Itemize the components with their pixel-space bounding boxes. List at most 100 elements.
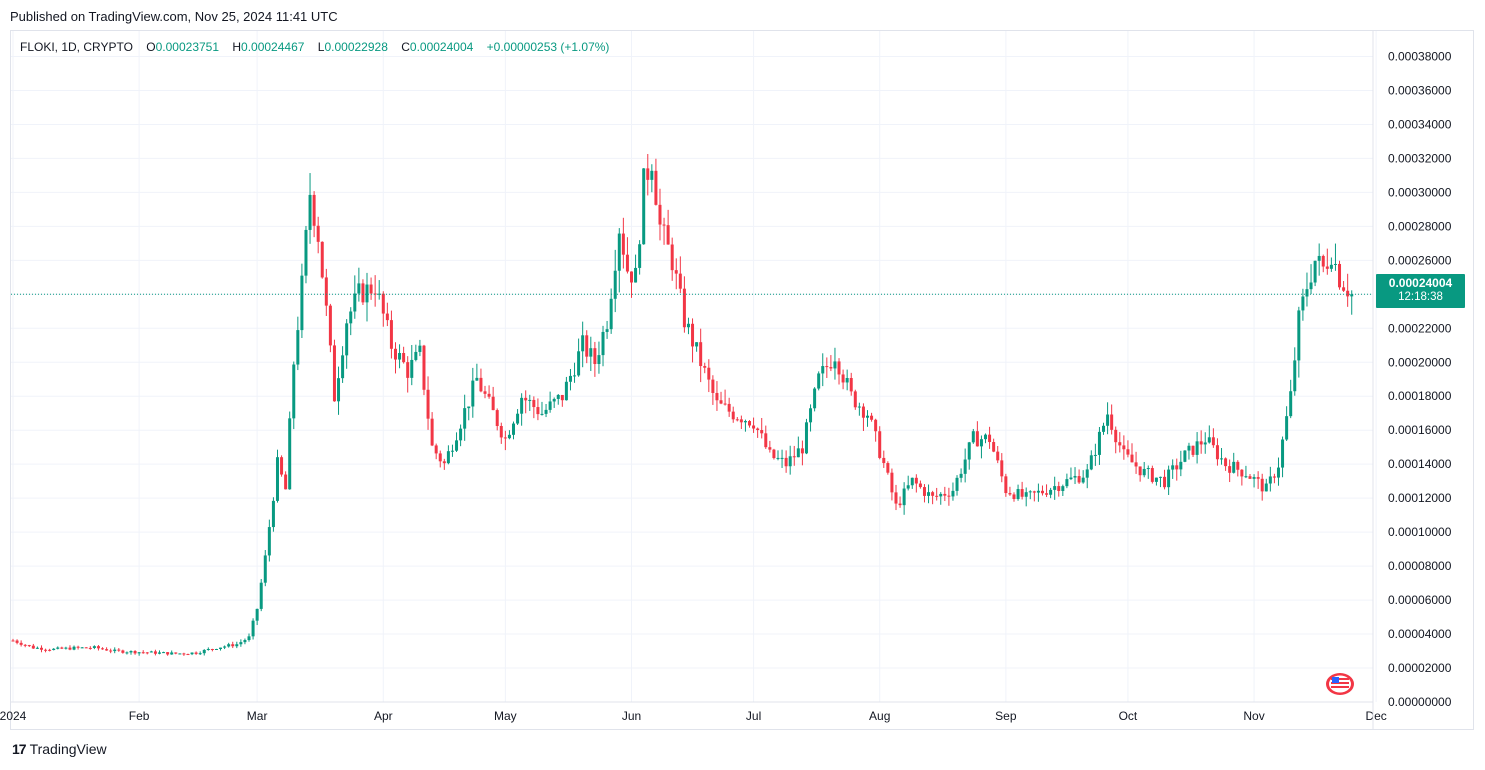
candle-body — [1248, 476, 1252, 479]
candle-body — [259, 582, 263, 609]
candle-body — [341, 355, 345, 379]
candle-body — [324, 277, 328, 306]
candle-body — [353, 293, 357, 312]
candle-body — [284, 474, 288, 490]
candle-body — [300, 275, 304, 331]
candle-body — [861, 406, 865, 418]
y-tick-label: 0.00004000 — [1388, 627, 1452, 641]
candle-body — [756, 428, 760, 431]
candle-body — [219, 647, 223, 650]
candle-body — [691, 323, 695, 347]
candle-body — [349, 311, 353, 324]
bar-countdown: 12:18:38 — [1398, 291, 1443, 303]
candle-body — [60, 647, 64, 649]
candle-body — [568, 375, 572, 382]
candle-body — [288, 418, 292, 490]
candle-body — [959, 473, 963, 478]
candle-body — [792, 456, 796, 458]
candle-body — [337, 378, 341, 402]
candle-body — [1256, 477, 1260, 479]
legend-low-label: L — [317, 40, 325, 54]
candle-body — [516, 413, 520, 424]
candle-body — [817, 373, 821, 389]
candle-body — [1187, 445, 1191, 451]
candle-body — [837, 361, 841, 375]
candle-body — [345, 323, 349, 356]
us-flag-icon[interactable] — [1325, 672, 1355, 696]
tradingview-footer[interactable]: 17 TradingView — [12, 741, 107, 757]
candle-body — [235, 644, 239, 647]
candle-body — [857, 406, 861, 408]
y-tick-label: 0.00034000 — [1388, 117, 1452, 131]
candle-body — [426, 389, 430, 419]
candle-body — [670, 244, 674, 271]
x-tick-label: May — [494, 709, 517, 723]
candle-body — [1118, 442, 1122, 446]
candle-body — [678, 273, 682, 289]
x-tick-label: Aug — [869, 709, 890, 723]
candle-body — [833, 361, 837, 369]
legend-high: 0.00024467 — [241, 40, 305, 54]
candle-body — [72, 646, 76, 650]
tradingview-logo-icon: 17 — [12, 741, 27, 757]
candle-body — [1183, 450, 1187, 462]
candle-body — [438, 453, 442, 462]
candle-body — [577, 351, 581, 376]
candle-body — [866, 415, 870, 418]
candle-body — [1264, 483, 1268, 492]
candle-body — [48, 649, 52, 651]
candle-body — [202, 649, 206, 654]
candle-body — [385, 313, 389, 321]
candle-body — [1049, 489, 1053, 495]
candle-body — [849, 378, 853, 392]
candle-body — [434, 445, 438, 454]
candle-body — [414, 351, 418, 360]
candle-body — [613, 270, 617, 299]
candle-body — [402, 352, 406, 363]
candle-body — [214, 649, 218, 651]
candle-body — [1142, 468, 1146, 476]
candle-body — [800, 448, 804, 454]
candle-body — [674, 270, 678, 274]
candle-body — [507, 434, 511, 439]
candle-body — [658, 204, 662, 225]
candle-body — [560, 394, 564, 401]
candle-body — [796, 448, 800, 458]
candle-body — [357, 283, 361, 294]
candle-body — [707, 367, 711, 380]
candle-body — [723, 403, 727, 405]
candle-body — [662, 224, 666, 226]
candle-body — [406, 362, 410, 378]
candle-body — [239, 642, 243, 645]
candle-body — [377, 293, 381, 295]
candle-body — [845, 378, 849, 383]
candle-body — [931, 492, 935, 496]
x-tick-label: Jul — [746, 709, 761, 723]
candle-body — [552, 398, 556, 402]
candle-body — [821, 366, 825, 374]
candle-body — [1085, 469, 1089, 478]
candle-body — [389, 320, 393, 349]
candle-body — [231, 644, 235, 647]
x-tick-label: Mar — [247, 709, 268, 723]
candle-body — [906, 485, 910, 489]
candle-body — [1252, 477, 1256, 479]
candle-body — [984, 434, 988, 440]
candle-body — [1097, 431, 1101, 455]
candle-body — [267, 527, 271, 556]
candle-body — [963, 459, 967, 474]
candle-body — [727, 403, 731, 412]
candle-body — [1297, 310, 1301, 361]
candle-body — [979, 439, 983, 447]
candle-body — [524, 397, 528, 401]
candle-body — [503, 437, 507, 439]
legend-open: 0.00023751 — [155, 40, 220, 54]
candle-body — [117, 649, 121, 651]
x-tick-label: Feb — [129, 709, 150, 723]
candle-body — [31, 645, 35, 649]
candle-body — [1110, 414, 1114, 430]
candle-body — [898, 503, 902, 506]
candle-body — [170, 652, 174, 655]
candle-body — [597, 355, 601, 365]
